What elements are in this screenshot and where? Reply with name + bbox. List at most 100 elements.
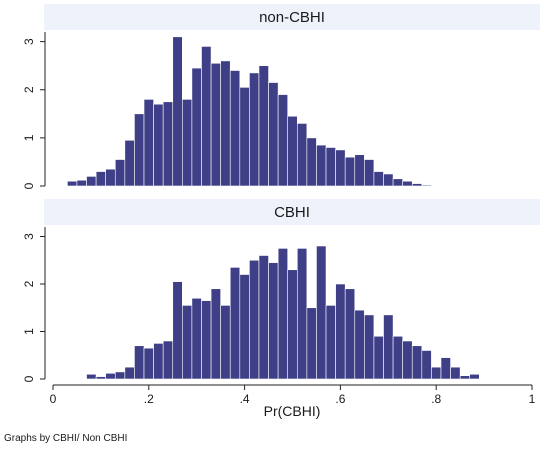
histogram-bar <box>153 343 164 380</box>
panel-title-cbhi: CBHI <box>274 204 310 221</box>
histogram-bar <box>392 178 403 187</box>
histogram-bar <box>364 314 375 380</box>
graphs-by-note: Graphs by CBHI/ Non CBHI <box>4 433 127 444</box>
histogram-bar <box>172 36 183 187</box>
panel-title-non-cbhi: non-CBHI <box>259 9 325 26</box>
histogram-bar <box>124 366 135 380</box>
panel-non-cbhi-axes: 0 1 2 3 <box>22 32 46 189</box>
histogram-bar <box>392 335 403 380</box>
panel-title-strip-non-cbhi <box>44 4 540 30</box>
histogram-bar <box>335 149 346 187</box>
histogram-bar <box>239 87 250 187</box>
histogram-bar <box>153 103 164 187</box>
x-axis-title: Pr(CBHI) <box>264 403 321 419</box>
histogram-bar <box>411 345 423 380</box>
histogram-bar <box>134 345 145 380</box>
histogram-bar <box>316 245 327 380</box>
histogram-bar <box>105 372 116 380</box>
histogram-bar <box>229 267 241 380</box>
histogram-bar <box>220 305 231 380</box>
histogram-bar <box>201 46 212 187</box>
histogram-bar <box>143 347 154 380</box>
y-tick-label: 1 <box>22 328 36 335</box>
histogram-bar <box>383 314 394 380</box>
histogram-bar <box>411 183 423 187</box>
histogram-bar <box>191 297 202 380</box>
histogram-bar <box>143 99 154 187</box>
x-tick-label: 0 <box>50 392 57 406</box>
panel-cbhi-bars <box>86 245 480 380</box>
histogram-bar <box>344 156 356 187</box>
histogram-bar <box>95 376 106 380</box>
histogram-bar <box>239 274 250 380</box>
histogram-bar <box>249 72 260 187</box>
histogram-bar <box>229 70 241 187</box>
histogram-bar <box>296 123 308 187</box>
histogram-bar <box>268 82 279 187</box>
histogram-bar <box>210 62 221 187</box>
histogram-bar <box>364 159 375 187</box>
histogram-bar <box>306 137 317 187</box>
histogram-bar <box>287 269 298 380</box>
histogram-bar <box>354 154 365 187</box>
histogram-bar <box>287 115 298 187</box>
histogram-bar <box>421 184 432 187</box>
histogram-bar <box>86 373 97 380</box>
histogram-bar <box>67 180 78 187</box>
histogram-bar <box>277 94 289 187</box>
histogram-bar <box>344 288 356 380</box>
histogram-bar <box>162 101 174 187</box>
histogram-bar <box>335 283 346 380</box>
histogram-bar <box>182 99 193 187</box>
histogram-bar <box>95 171 106 187</box>
histogram-bar <box>373 335 384 380</box>
x-tick-label: .2 <box>144 392 154 406</box>
histogram-bar <box>431 366 442 380</box>
histogram-bar <box>316 144 327 187</box>
x-tick-label: .4 <box>240 392 250 406</box>
histogram-bar <box>354 309 365 380</box>
panel-title-strip-cbhi <box>44 199 540 225</box>
panel-non-cbhi-bars <box>67 36 432 187</box>
y-tick-label: 2 <box>22 280 36 287</box>
histogram-bar <box>76 179 87 187</box>
histogram-bar <box>383 173 394 187</box>
histogram-bar <box>114 159 126 187</box>
y-tick-label: 0 <box>22 375 36 382</box>
histogram-bar <box>134 113 145 187</box>
histogram-bar <box>325 147 336 187</box>
histogram-bar <box>268 262 279 380</box>
histogram-bar <box>220 60 231 187</box>
y-tick-label: 3 <box>22 233 36 240</box>
histogram-bar <box>402 340 413 380</box>
histogram-bar <box>440 357 451 380</box>
histogram-bar <box>402 180 413 187</box>
histogram-bar <box>277 248 289 380</box>
panel-cbhi-axes: 0 1 2 3 0 .2 .4 .6 .8 1 <box>22 227 536 406</box>
y-tick-label: 0 <box>22 182 36 189</box>
histogram-bar <box>469 373 480 380</box>
histogram-bar <box>325 305 336 380</box>
histogram-bar <box>201 300 212 380</box>
histogram-bar <box>258 255 269 380</box>
histogram-bar <box>172 281 183 380</box>
histogram-bar <box>249 259 260 380</box>
histogram-bar <box>162 340 174 380</box>
histogram-bar <box>421 350 432 380</box>
x-tick-label: 1 <box>529 392 536 406</box>
histogram-bar <box>86 176 97 187</box>
histogram-bar <box>105 168 116 187</box>
histogram-bar <box>258 65 269 187</box>
histogram-bar <box>210 288 221 380</box>
histogram-bar <box>114 371 126 380</box>
histogram-bar <box>191 67 202 187</box>
histogram-bar <box>296 248 308 380</box>
histogram-bar <box>182 305 193 380</box>
histogram-bar <box>459 375 471 380</box>
histogram-bar <box>124 139 135 187</box>
y-tick-label: 2 <box>22 86 36 93</box>
histogram-bar <box>450 366 461 380</box>
histogram-bar <box>373 171 384 187</box>
